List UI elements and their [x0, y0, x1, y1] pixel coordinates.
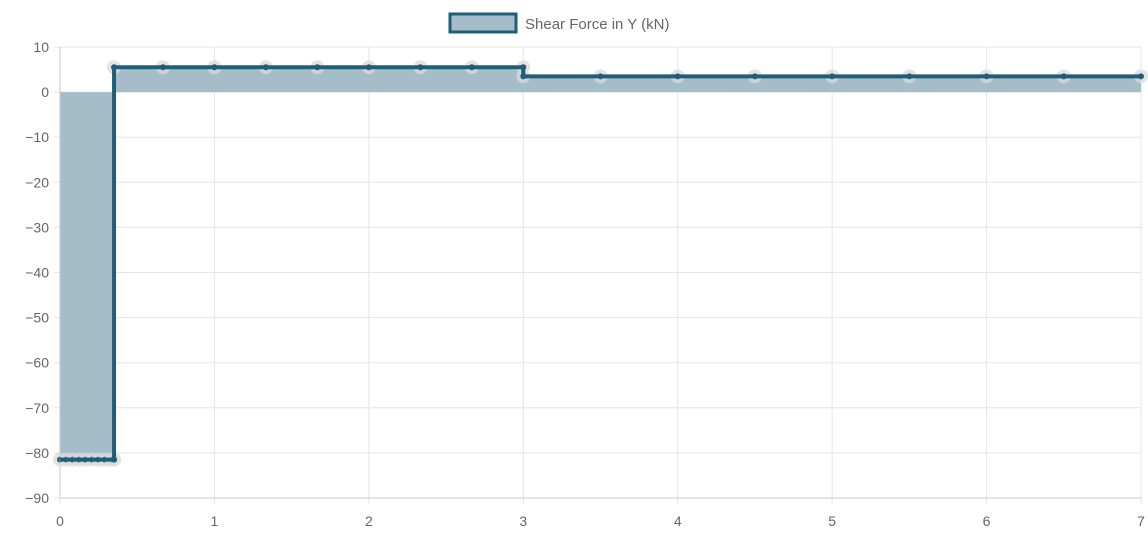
x-tick-label: 0 — [56, 513, 64, 529]
series-line-group — [60, 65, 1141, 462]
tick-labels: 10 0 −10 −20 −30 −40 −50 −60 −70 −80 −90 0 1 2 3 4 5 6 7 — [25, 39, 1145, 529]
series-points — [53, 60, 1148, 467]
y-tick-label: −50 — [25, 310, 49, 326]
legend[interactable]: Shear Force in Y (kN) — [448, 12, 670, 34]
x-tick-label: 2 — [365, 513, 373, 529]
y-tick-label: −40 — [25, 265, 49, 281]
y-tick-label: −30 — [25, 219, 49, 235]
x-tick-label: 3 — [519, 513, 527, 529]
x-tick-label: 5 — [828, 513, 836, 529]
series-line — [60, 65, 1141, 462]
y-tick-label: −20 — [25, 174, 49, 190]
x-tick-label: 6 — [983, 513, 991, 529]
y-tick-label: 0 — [41, 84, 49, 100]
y-tick-label: −10 — [25, 129, 49, 145]
legend-swatch[interactable] — [448, 12, 518, 34]
y-tick-label: −70 — [25, 400, 49, 416]
y-tick-label: −60 — [25, 355, 49, 371]
axes — [59, 47, 1141, 499]
series-area — [60, 67, 1141, 460]
grid — [54, 46, 1142, 504]
y-tick-label: −80 — [25, 445, 49, 461]
x-tick-label: 4 — [674, 513, 682, 529]
y-tick-label: −90 — [25, 490, 49, 506]
x-tick-label: 7 — [1137, 513, 1145, 529]
series-fill — [60, 67, 1141, 460]
y-tick-label: 10 — [33, 39, 49, 55]
x-tick-label: 1 — [211, 513, 219, 529]
legend-label[interactable]: Shear Force in Y (kN) — [525, 16, 670, 33]
